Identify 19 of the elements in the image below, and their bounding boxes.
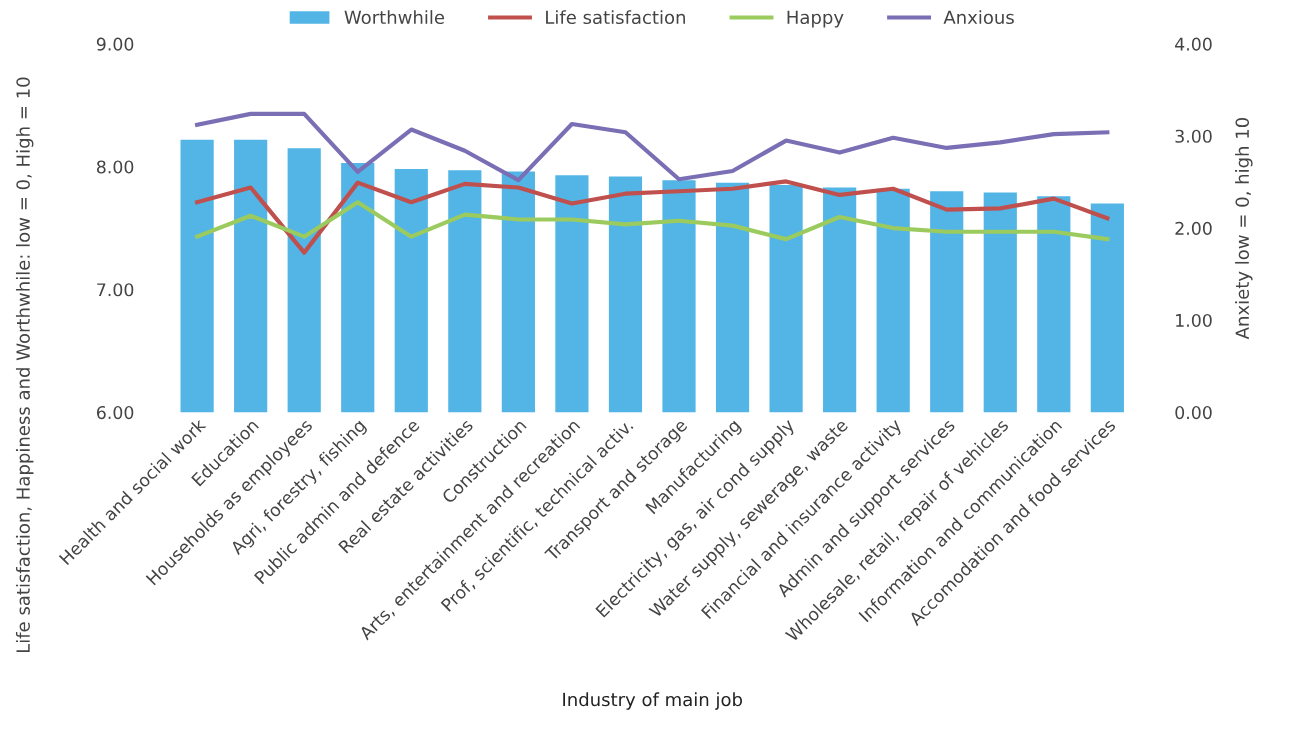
y-tick-label: 9.00 [96, 37, 134, 51]
y2-tick-label: 1.00 [1176, 313, 1212, 328]
y2-tick-label: 0.00 [1175, 405, 1212, 420]
legend-label: Anxious [943, 10, 1014, 25]
y-tick-label: 6.00 [96, 405, 134, 420]
line-series [195, 111, 1110, 183]
line-series [195, 179, 1110, 255]
legend-label: Happy [787, 10, 844, 28]
y-tick-label: 8.00 [96, 160, 134, 174]
x-axis-title: Industry of main job [563, 692, 743, 710]
line-series [195, 200, 1110, 242]
y-axis-title: Life satisfaction, Happiness and Worthwhile: low = 0, High = 10 [15, 77, 34, 653]
y2-axis-title: Anxiety low = 0, high 10 [1235, 117, 1253, 340]
legend-label: Worthwhile [344, 10, 445, 25]
y2-tick-label: 4.00 [1175, 37, 1212, 51]
legend-label: Life satisfaction [546, 10, 685, 25]
y2-tick-label: 2.00 [1175, 221, 1212, 235]
y-tick-label: 7.00 [97, 283, 134, 297]
y2-tick-label: 3.00 [1175, 129, 1212, 143]
